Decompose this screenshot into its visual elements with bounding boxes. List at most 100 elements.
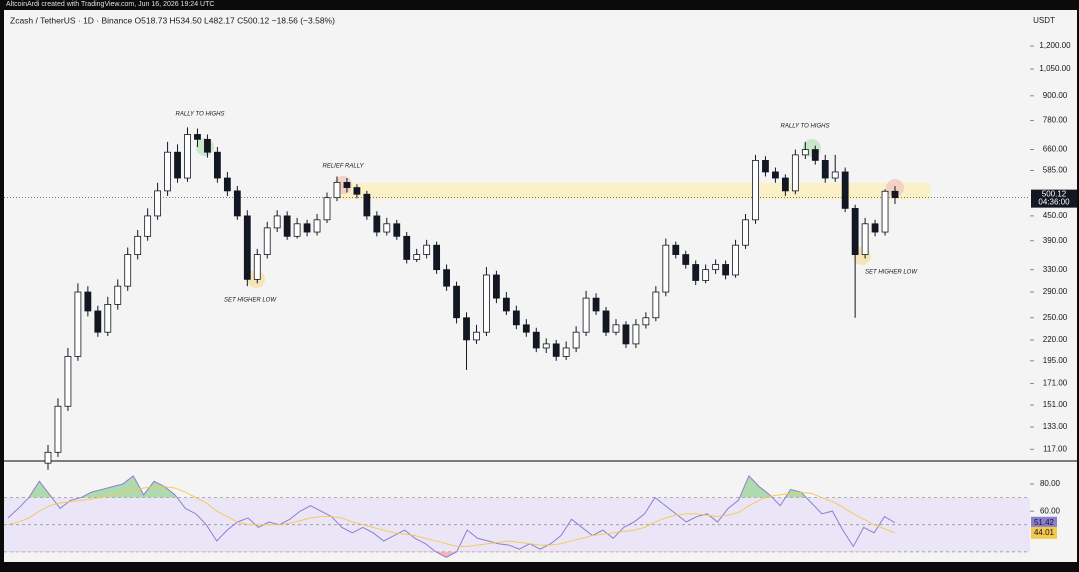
candle-body [233,190,241,217]
candle-body [602,310,610,333]
countdown: 04:36:00 [1038,198,1070,207]
candle-body [642,317,650,326]
candle-body [831,171,839,179]
candle-body [762,159,769,173]
zone [340,182,930,200]
candle-body [562,347,570,357]
candle-body [223,177,231,192]
candle-body [652,291,660,319]
candle-body [343,182,351,188]
candle-body [612,324,620,333]
y-tick-label: 220.00 [1043,335,1068,344]
candle-body [483,274,490,333]
candle-body [94,310,102,333]
candle-body [662,244,670,293]
candle-body [552,343,560,357]
candle-body [632,324,640,345]
candle-body [772,171,779,179]
annotation: SET HIGHER LOW [865,270,918,276]
candle-body [622,324,630,345]
candle-body [781,177,789,192]
candle-body [791,154,799,192]
candle-body [194,134,201,140]
candle-body [453,285,460,319]
candle-body [363,193,371,217]
candle-body [881,190,889,233]
candle-body [592,297,600,312]
candle-body [243,215,251,280]
candle-body [293,223,301,237]
candle-body [582,297,590,333]
candle-body [253,254,261,280]
candle-body [801,149,809,156]
annotation: RALLY TO HIGHS [781,124,830,130]
y-tick-label: 330.00 [1043,265,1068,274]
rsi-line [7,486,896,547]
candle-body [473,331,480,341]
candle-body [682,254,690,265]
candle-body [871,223,879,233]
candle-body [373,215,381,233]
y-tick-label: 133.00 [1043,422,1068,431]
candle-body [712,264,720,271]
candle-body [313,219,321,233]
rsi-line [7,474,896,558]
candle-body [393,223,401,237]
y-tick-label: 1,200.00 [1039,41,1071,50]
y-tick-label: 450.00 [1043,211,1068,220]
candle-body [273,215,281,229]
candle-body [124,254,132,287]
candle-body [821,159,829,179]
candle-body [522,324,530,333]
candle-body [383,223,391,233]
candle-body [134,235,142,255]
candle-body [463,317,470,341]
candle-body [502,297,510,312]
candle-body [44,451,52,464]
candle-body [144,215,152,237]
y-tick-label: 60.00 [1040,506,1061,515]
candle-body [353,187,361,195]
overbought-fill [28,475,807,498]
y-tick-label: 900.00 [1043,91,1068,100]
candle-body [672,244,680,255]
annotation: RALLY TO HIGHS [176,112,225,118]
y-tick-label: 171.00 [1043,379,1068,388]
candle-body [204,138,211,153]
candle-body [752,159,759,221]
value-label-box [1031,526,1057,539]
y-tick-label: 290.00 [1043,287,1068,296]
candle-body [164,151,171,192]
annotation: RELIEF RALLY [322,164,364,170]
candle-body [283,215,291,237]
candle-body [702,269,710,281]
y-tick-label: 80.00 [1040,479,1061,488]
y-tick-label: 585.00 [1043,166,1068,175]
candle-body [512,310,520,326]
candle-body [104,304,112,333]
candle-body [532,331,540,349]
candle-body [493,274,500,299]
y-tick-label: 660.00 [1043,145,1068,154]
candle-body [841,171,849,209]
y-tick-label: 151.00 [1043,400,1068,409]
candle-body [174,151,181,179]
last-price-label: 500.12 [1042,190,1067,199]
candle-body [263,227,271,255]
candle-body [54,405,62,453]
candle-body [443,269,450,287]
y-tick-label: 780.00 [1043,116,1068,125]
y-tick-label: 195.00 [1043,356,1068,365]
candle-body [891,190,899,199]
candle-body [433,244,441,271]
candle-body [732,244,739,276]
candle-body [114,285,122,305]
candle-body [323,197,331,221]
y-tick-label: 250.00 [1043,313,1068,322]
candle-body [542,343,550,349]
candle-body [213,151,221,179]
chart-window [4,10,1077,562]
chart-header: Zcash / TetherUS · 1D · Binance O518.73 … [10,15,335,25]
